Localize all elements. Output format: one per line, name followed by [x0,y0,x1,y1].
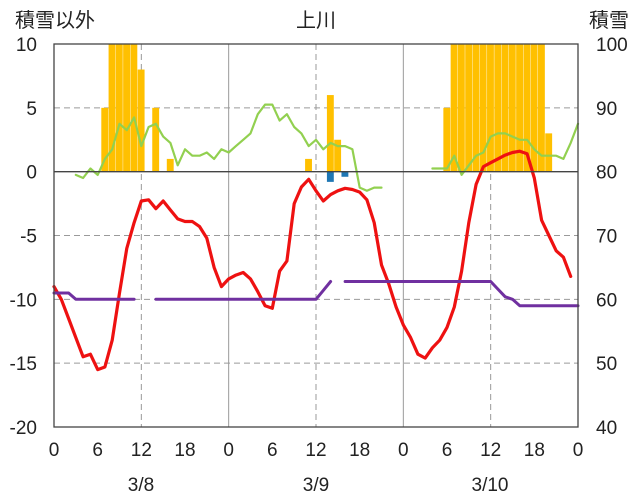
left-tick-label: 10 [16,35,37,56]
x-tick-label: 6 [442,440,453,461]
chart-title: 上川 [296,9,336,32]
rain-bar [341,171,349,177]
left-tick-label: -15 [10,354,37,375]
snowfall-bar [465,44,473,172]
wind-line [343,280,580,308]
snowfall-bar [472,44,480,172]
snowfall-bar [305,158,312,172]
snowfall-bar [501,44,509,172]
right-tick-label: 60 [596,290,617,311]
temperature-line [52,149,573,372]
snowfall-bars [101,44,553,182]
snowfall-bar [494,44,502,172]
date-label-3-9: 3/9 [303,475,329,496]
right-tick-label: 100 [596,35,628,56]
right-axis-title: 積雪 [589,9,629,32]
snowfall-bar [166,158,174,172]
x-tick-label: 18 [524,440,545,461]
date-label-3-10: 3/10 [472,475,509,496]
snow_depth-line [74,103,383,192]
plot-frame [53,43,579,428]
snowfall-bar [115,44,123,172]
snowfall-bar [130,44,138,172]
snowfall-bar [326,95,334,172]
snowfall-bar [443,107,451,172]
snowfall-bar [530,44,538,172]
left-tick-label: -20 [10,418,37,439]
snowfall-bar [487,44,494,172]
right-tick-label: 70 [596,227,617,248]
left-tick-label: -5 [20,227,37,248]
snowfall-bar [137,69,145,172]
left-tick-label: -10 [10,290,37,311]
snowfall-bar [545,133,553,172]
snowfall-bar [537,44,545,172]
x-tick-label: 18 [174,440,195,461]
x-tick-label: 12 [480,440,501,461]
wind-line [52,291,136,301]
x-tick-label: 0 [49,440,60,461]
snowfall-bar [457,44,465,172]
snowfall-bar [108,44,116,172]
snowfall-bar [479,44,487,172]
snowfall-bar [523,44,531,172]
snowfall-bar [450,44,458,172]
x-tick-label: 6 [267,440,278,461]
left-axis-title: 積雪以外 [15,9,95,32]
date-label-3-8: 3/8 [128,475,154,496]
left-tick-label: 0 [26,163,37,184]
snowfall-bar [516,44,524,172]
x-tick-label: 0 [573,440,584,461]
x-tick-label: 0 [398,440,409,461]
snowfall-bar [152,107,160,172]
x-tick-label: 12 [305,440,326,461]
x-tick-label: 12 [131,440,152,461]
snowfall-bar [508,44,516,172]
right-tick-label: 40 [596,418,617,439]
x-tick-label: 0 [223,440,234,461]
left-tick-label: 5 [26,99,37,120]
snowfall-bar [123,44,131,172]
series-lines [52,103,580,372]
right-tick-label: 50 [596,354,617,375]
x-tick-label: 6 [92,440,103,461]
snowfall-bar [334,139,342,172]
snow_depth-line [431,122,580,176]
right-tick-label: 90 [596,99,617,120]
plot-border [53,43,579,428]
wind-line [154,280,333,301]
rain-bar [326,171,334,182]
right-tick-label: 80 [596,163,617,184]
x-tick-label: 18 [349,440,370,461]
snowfall-bar [101,107,109,172]
